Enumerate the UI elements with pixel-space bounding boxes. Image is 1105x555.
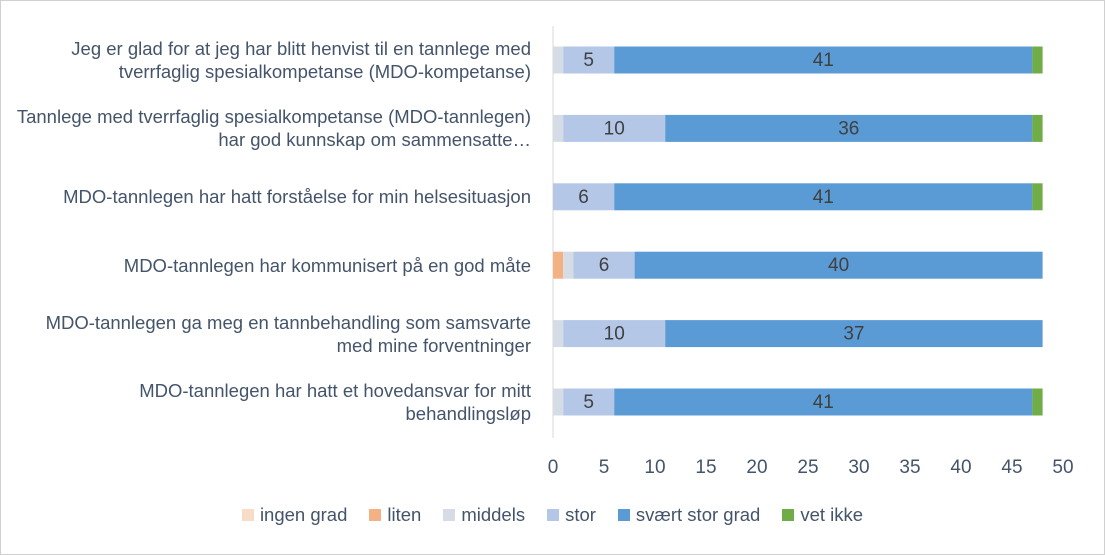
legend-label: ingen grad [259, 504, 348, 525]
legend-item: svært stor grad [617, 504, 761, 526]
legend-item: stor [547, 504, 596, 526]
x-tick-label: 5 [599, 457, 610, 478]
data-label: 41 [813, 50, 834, 71]
category-label: Tannlege med tverrfaglig spesialkompetan… [16, 106, 531, 151]
bar-segment [614, 46, 1033, 74]
x-tick-label: 15 [695, 457, 716, 478]
bar-segment [553, 183, 615, 211]
data-label: 6 [578, 187, 589, 208]
legend-swatch [369, 509, 382, 521]
legend-swatch [241, 509, 254, 521]
bar-segment [553, 114, 564, 142]
bar-segment [553, 320, 564, 348]
x-tick-label: 45 [1001, 457, 1022, 478]
bar-segment [563, 388, 615, 416]
x-tick-label: 50 [1052, 457, 1073, 478]
legend-item: middels [443, 504, 525, 526]
bar-segment [665, 320, 1043, 348]
data-label: 6 [599, 255, 610, 276]
legend-swatch [443, 509, 456, 521]
legend-item: vet ikke [782, 504, 863, 526]
legend-item: liten [369, 504, 421, 526]
x-tick-label: 0 [548, 457, 559, 478]
category-label: Jeg er glad for at jeg har blitt henvist… [71, 38, 531, 82]
legend-swatch [617, 509, 630, 521]
data-label: 37 [843, 324, 864, 345]
x-tick-label: 35 [899, 457, 920, 478]
x-tick-label: 10 [644, 457, 665, 478]
legend-label: liten [387, 504, 422, 525]
data-label: 5 [583, 50, 594, 71]
bar-segment [553, 46, 564, 74]
bar-segment [634, 251, 1043, 279]
x-tick-label: 30 [848, 457, 869, 478]
bar-segment [563, 251, 574, 279]
bar-segment [1032, 46, 1043, 74]
bar-segment [563, 46, 615, 74]
legend-label: stor [565, 504, 596, 525]
category-label: MDO-tannlegen har hatt et hovedansvar fo… [139, 380, 531, 424]
bar-segment [1032, 183, 1043, 211]
x-tick-label: 25 [797, 457, 818, 478]
legend-swatch [547, 509, 560, 521]
category-label: MDO-tannlegen har kommunisert på en god … [123, 254, 531, 276]
data-label: 10 [604, 324, 625, 345]
bar-segment [1032, 114, 1043, 142]
bar-segment [614, 183, 1033, 211]
bar-segment [573, 251, 635, 279]
data-label: 5 [583, 392, 594, 413]
bar-segment [563, 320, 666, 348]
bar-segment [553, 251, 564, 279]
bar-segment [563, 114, 666, 142]
x-tick-label: 40 [950, 457, 971, 478]
legend-label: vet ikke [800, 504, 864, 525]
data-label: 10 [604, 118, 625, 139]
category-label: MDO-tannlegen har hatt forståelse for mi… [63, 186, 531, 208]
legend-item: ingen grad [241, 504, 348, 526]
bar-segment [614, 388, 1033, 416]
data-label: 41 [813, 392, 834, 413]
bar-segment [665, 114, 1033, 142]
data-label: 36 [838, 118, 859, 139]
bar-segment [1032, 388, 1043, 416]
data-label: 40 [828, 255, 849, 276]
legend-swatch [782, 509, 795, 521]
legend-label: svært stor grad [635, 504, 761, 525]
data-label: 41 [813, 187, 834, 208]
x-tick-label: 20 [746, 457, 767, 478]
category-label: MDO-tannlegen ga meg en tannbehandling s… [45, 311, 531, 356]
bar-segment [553, 388, 564, 416]
legend-label: middels [461, 504, 526, 525]
legend: ingen grad liten middels stor svært stor gra… [1, 504, 1104, 526]
